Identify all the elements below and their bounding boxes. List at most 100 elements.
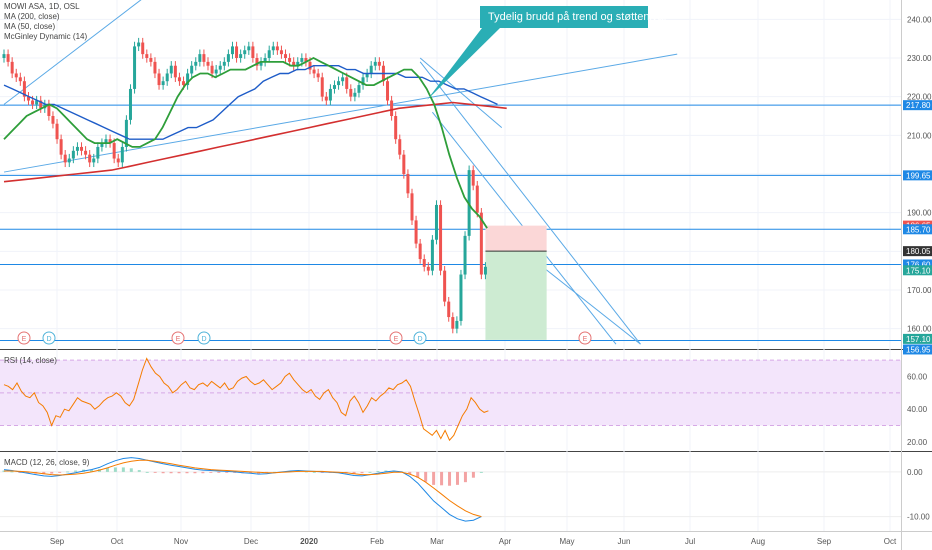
price-label-bg [903, 344, 932, 355]
macd-histogram-bar [312, 471, 316, 473]
candle-body [410, 193, 414, 221]
candle-body [398, 139, 402, 155]
macd-histogram-bar [249, 471, 253, 474]
candle-body [128, 88, 132, 120]
candle-body [332, 85, 336, 89]
candle-body [426, 266, 430, 271]
annotation-callout[interactable]: Tydelig brudd på trend og støttenivå. [480, 6, 667, 28]
candle-body [26, 96, 30, 101]
candle-body [141, 42, 145, 55]
candle-body [275, 46, 279, 51]
rsi-tick-label: 40.00 [907, 405, 928, 414]
macd-histogram-bar [432, 471, 436, 485]
candle-body [288, 58, 292, 62]
price-label-bg [903, 265, 932, 276]
macd-histogram-bar [90, 469, 94, 472]
candle-body [161, 81, 165, 86]
candle-body [230, 46, 234, 55]
x-tick-label: Oct [884, 537, 897, 546]
candle-body [479, 212, 483, 275]
price-label-bg [903, 246, 932, 257]
event-marker-label: D [201, 336, 206, 343]
macd-histogram-bar [304, 471, 308, 473]
macd-histogram-bar [440, 471, 444, 486]
candle-body [18, 77, 22, 82]
candle-body [390, 100, 394, 116]
candle-body [31, 100, 35, 105]
candle-body [475, 185, 479, 213]
event-marker [413, 331, 427, 345]
candle-body [222, 61, 226, 66]
candle-body [296, 61, 300, 66]
candle-body [71, 150, 75, 159]
trend-line [3, 0, 142, 105]
candle-body [316, 73, 320, 78]
rsi-line [3, 357, 489, 442]
event-marker-label: E [583, 336, 588, 343]
event-marker-label: E [176, 336, 181, 343]
macd-legend: MACD (12, 26, close, 9) [4, 458, 90, 467]
trend-line [419, 57, 503, 128]
candle-body [202, 54, 206, 62]
candle-body [263, 58, 267, 62]
candle-body [255, 58, 259, 66]
event-marker [17, 331, 31, 345]
candle-body [108, 139, 112, 144]
macd-histogram-bar [137, 470, 141, 472]
x-tick-label: Mar [430, 537, 444, 546]
candle-body [402, 154, 406, 174]
candle-body [308, 61, 312, 70]
candle-body [47, 104, 51, 116]
macd-histogram-bar [129, 468, 133, 472]
candle-body [386, 81, 390, 101]
trend-line [419, 61, 641, 345]
candle-body [190, 65, 194, 74]
candle-body [35, 100, 39, 105]
candle-body [186, 73, 190, 86]
candle-body [226, 54, 230, 62]
trend-line [3, 53, 678, 173]
candle-body [104, 139, 108, 144]
target-zone [485, 251, 547, 340]
price-level-label: 176.60 [906, 260, 931, 269]
candle-body [430, 239, 434, 271]
x-tick-label: Jun [618, 537, 631, 546]
macd-histogram-bar [58, 471, 62, 473]
candle-body [377, 61, 381, 66]
candle-body [67, 158, 71, 163]
candle-body [206, 61, 210, 66]
candle-body [84, 150, 88, 155]
candle-body [357, 85, 361, 93]
macd-histogram-bar [368, 471, 372, 473]
candle-body [22, 81, 26, 97]
candle-body [447, 301, 451, 318]
price-label-bg [903, 224, 932, 235]
event-marker-label: E [22, 336, 27, 343]
rsi-tick-label: 60.00 [907, 373, 928, 382]
x-tick-label: Jul [685, 537, 695, 546]
candle-body [353, 92, 357, 97]
candle-body [267, 50, 271, 58]
macd-histogram-bar [10, 471, 14, 473]
x-tick-label: Feb [370, 537, 384, 546]
candle-body [373, 61, 377, 66]
x-tick-label: Sep [817, 537, 832, 546]
price-tick-label: 160.00 [907, 325, 932, 334]
candle-body [235, 46, 239, 58]
candle-body [218, 65, 222, 70]
candle-body [459, 274, 463, 321]
macd-histogram-bar [185, 471, 189, 474]
candle-body [284, 54, 288, 58]
candle-body [157, 73, 161, 86]
ma50-line [3, 64, 498, 140]
price-label-bg [903, 333, 932, 344]
candle-body [75, 146, 79, 151]
event-marker [171, 331, 185, 345]
rsi-tick-label: 20.00 [907, 438, 928, 447]
candle-body [471, 170, 475, 186]
price-level-label: 180.05 [906, 247, 931, 256]
macd-histogram-bar [225, 471, 229, 473]
ma50-legend: MA (50, close) [4, 22, 56, 31]
